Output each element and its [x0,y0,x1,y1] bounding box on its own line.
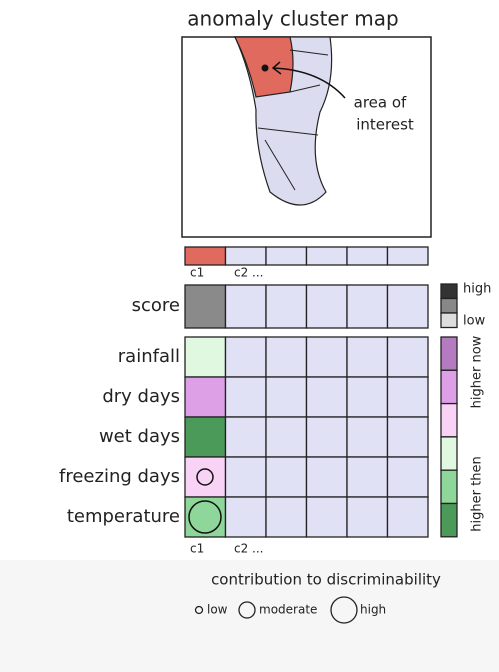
cell [305,336,348,378]
cell [224,416,267,458]
cell [224,284,267,329]
cell [386,416,429,458]
row-label: freezing days [59,466,180,487]
size-icon [238,601,256,619]
legend-label: higher now [470,335,485,408]
legend-swatch [440,469,458,505]
contribution-circle [196,468,214,486]
cell [265,376,308,418]
cell [346,456,389,498]
legend-swatch [440,402,458,438]
size-label: moderate [259,603,317,617]
cell [224,456,267,498]
cell [184,376,227,418]
legend-swatch [440,369,458,405]
size-label: low [207,603,228,617]
title: anomaly cluster map [187,7,398,31]
cell [265,284,308,329]
cell [305,246,348,266]
cell [305,496,348,538]
map-point [261,64,269,72]
cell [386,284,429,329]
size-icon [330,596,358,624]
cell [305,456,348,498]
cell [305,284,348,329]
annotation: area of [354,94,407,112]
cell [346,376,389,418]
cell [386,376,429,418]
cell [184,284,227,329]
cluster-label: c2 ... [234,266,264,280]
row-label: dry days [102,386,180,407]
cell [224,336,267,378]
row-label: score [132,295,180,316]
cell [265,416,308,458]
legend-swatch [440,312,458,329]
cell [184,246,227,266]
cell [184,336,227,378]
footer-title: contribution to discriminability [211,571,441,589]
arrow [271,61,346,99]
legend-swatch [440,283,458,300]
row-label: rainfall [118,346,180,367]
cell [224,376,267,418]
cell [386,456,429,498]
legend-swatch [440,502,458,538]
legend-swatch [440,297,458,314]
cell [386,336,429,378]
cell [265,456,308,498]
size-icon [194,605,204,615]
cluster-label: c2 ... [234,542,264,556]
cell [224,246,267,266]
legend-label: low [463,314,486,329]
cell [346,284,389,329]
legend-swatch [440,336,458,371]
cell [346,336,389,378]
row-label: wet days [99,426,180,447]
annotation: interest [356,116,414,134]
cell [265,336,308,378]
contribution-circle [188,500,222,534]
row-label: temperature [67,506,180,527]
cell [184,496,227,538]
cell [386,246,429,266]
cell [184,416,227,458]
matrix [184,246,458,538]
cluster-label: c1 [190,266,204,280]
cell [305,376,348,418]
cell [184,456,227,498]
cluster-label: c1 [190,542,204,556]
cell [265,496,308,538]
cell [346,416,389,458]
size-label: high [360,603,386,617]
cell [224,496,267,538]
footer-bg [0,560,499,672]
cell [305,416,348,458]
cell [346,246,389,266]
legend-swatch [440,436,458,471]
cell [386,496,429,538]
cell [346,496,389,538]
cell [265,246,308,266]
legend-label: high [463,282,491,297]
legend-label: higher then [470,456,485,531]
map-borders [257,49,329,191]
